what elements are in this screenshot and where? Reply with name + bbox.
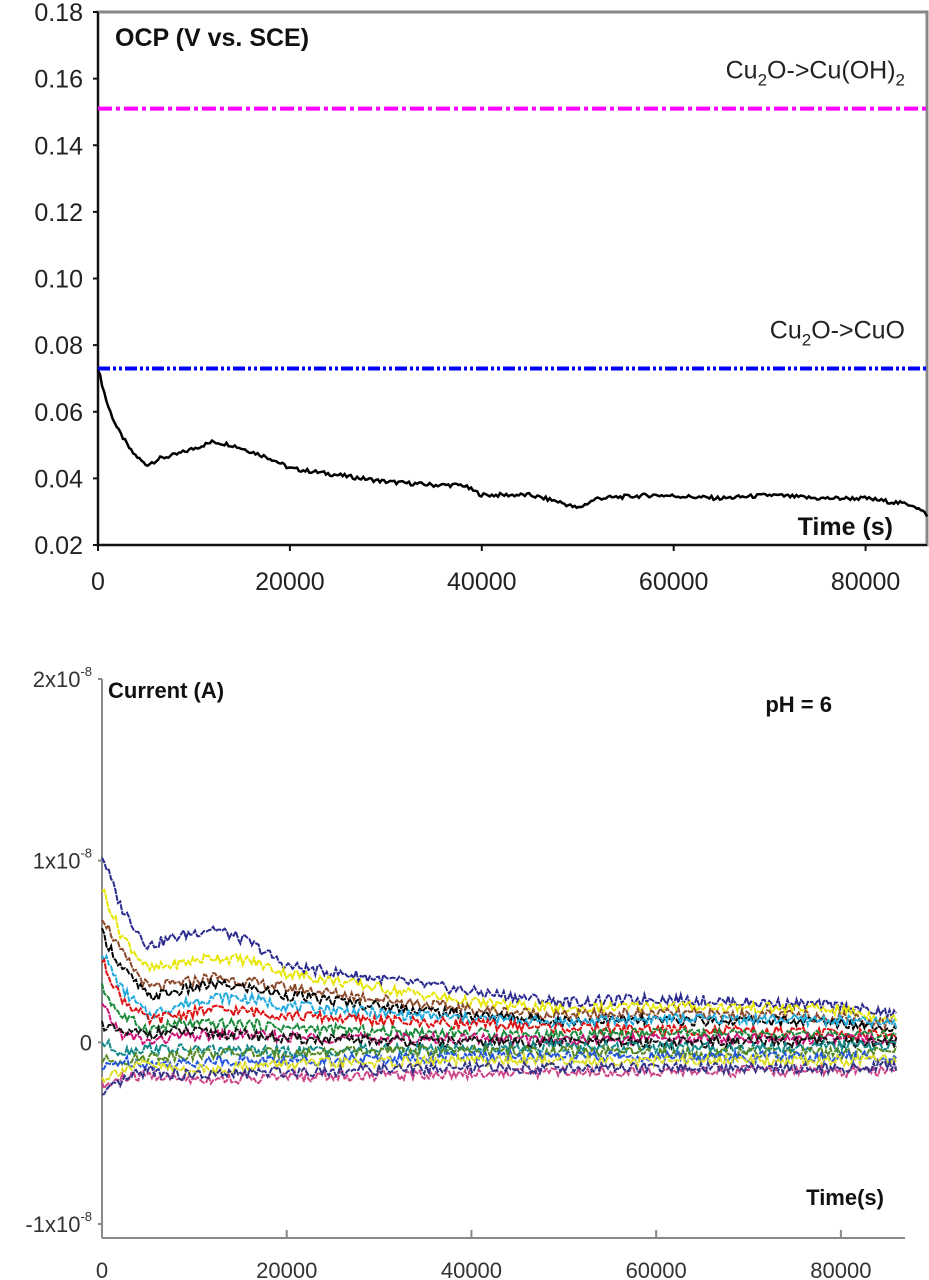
- y-tick-label: 0.12: [34, 199, 83, 227]
- label-text: O->Cu(OH): [767, 57, 895, 85]
- y-tick-label: 0.08: [34, 332, 83, 360]
- tick-base: 2x10: [33, 667, 81, 692]
- current-series-line: [101, 1051, 898, 1084]
- x-tick-label: 40000: [441, 1258, 502, 1280]
- label-subscript: 2: [758, 71, 767, 90]
- x-axis-label: Time (s): [798, 513, 893, 541]
- current-series-line: [101, 888, 898, 1024]
- x-tick-label: 20000: [255, 568, 325, 596]
- current-series-line: [101, 857, 898, 1022]
- plot-frame: [96, 10, 929, 547]
- tick-exponent: -8: [80, 1209, 92, 1224]
- x-tick-label: 80000: [810, 1258, 871, 1280]
- y-tick-label: 2x10-8: [33, 664, 92, 692]
- x-tick-label: 60000: [626, 1258, 687, 1280]
- y-tick-label: 0.06: [34, 399, 83, 427]
- current-series-line: [101, 1058, 898, 1096]
- x-tick-label: 20000: [256, 1258, 317, 1280]
- y-tick-label: 0.04: [34, 465, 83, 493]
- x-tick-label: 80000: [831, 568, 901, 596]
- y-tick-label: -1x10-8: [25, 1209, 92, 1237]
- tick-base: 1x10: [33, 849, 81, 874]
- x-tick-label: 40000: [447, 568, 517, 596]
- chart-title: OCP (V vs. SCE): [115, 24, 309, 52]
- y-axis-label: Current (A): [108, 678, 224, 703]
- y-tick-label: 0.14: [34, 132, 83, 160]
- ph-annotation: pH = 6: [765, 692, 832, 717]
- current-series-line: [101, 983, 897, 1044]
- ocp-chart: 0.02 0.04 0.06 0.08 0.10 0.12 0.14 0.16 0.18 0 200…: [34, 0, 929, 596]
- y-tick-label: 0: [80, 1030, 92, 1055]
- label-text: Cu: [726, 57, 758, 85]
- y-tick-label: 1x10-8: [33, 846, 92, 874]
- reference-line-label: Cu2O->Cu(OH)2: [726, 57, 905, 90]
- x-tick-label: 0: [91, 568, 105, 596]
- y-tick-label: 0.02: [34, 532, 83, 560]
- x-tick-label: 60000: [639, 568, 709, 596]
- x-tick-label: 0: [96, 1258, 108, 1280]
- reference-line-label: Cu2O->CuO: [770, 316, 905, 349]
- current-series-line: [101, 919, 898, 1032]
- tick-base: -1x10: [25, 1212, 80, 1237]
- label-subscript: 2: [802, 330, 811, 349]
- current-series-line: [101, 1047, 897, 1072]
- y-tick-label: 0.16: [34, 66, 83, 94]
- tick-exponent: -8: [80, 664, 92, 679]
- x-axis-label: Time(s): [806, 1185, 884, 1210]
- y-tick-label: 0.18: [34, 0, 83, 27]
- y-tick-label: 0.10: [34, 266, 83, 294]
- tick-exponent: -8: [80, 846, 92, 861]
- label-text: O->CuO: [811, 316, 905, 344]
- current-series-line: [101, 1037, 897, 1059]
- current-series-line: [101, 953, 898, 1030]
- tick-base: 0: [80, 1030, 92, 1055]
- label-subscript: 2: [896, 71, 905, 90]
- ocp-series-line: [96, 369, 929, 518]
- label-text: Cu: [770, 316, 802, 344]
